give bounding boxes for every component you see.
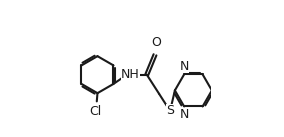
Text: N: N <box>179 108 189 121</box>
Text: Cl: Cl <box>89 105 102 118</box>
Text: N: N <box>179 60 189 73</box>
Text: O: O <box>151 36 161 49</box>
Text: S: S <box>166 105 174 117</box>
Text: NH: NH <box>121 68 140 81</box>
